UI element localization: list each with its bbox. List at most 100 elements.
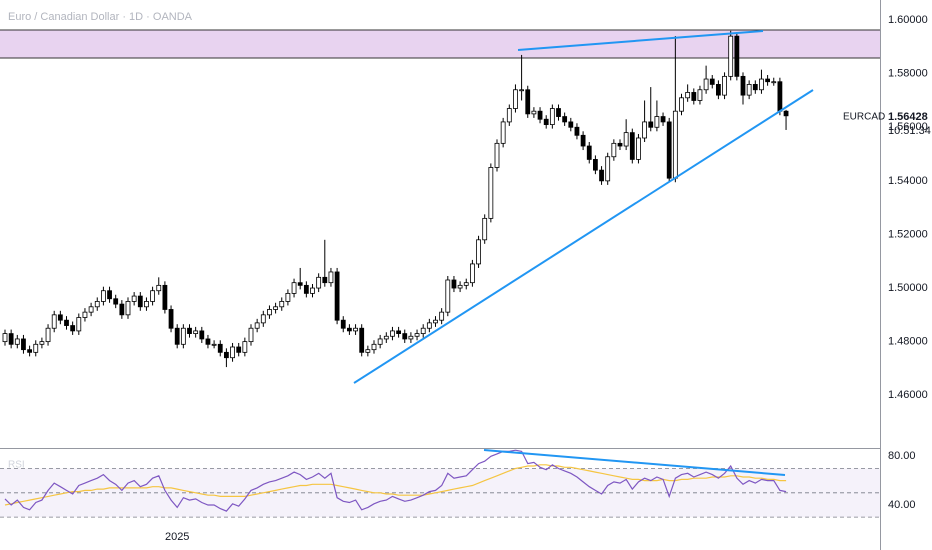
candle-body bbox=[506, 108, 512, 123]
candle-body bbox=[119, 303, 125, 316]
candle-body bbox=[113, 298, 119, 305]
candle-body bbox=[783, 110, 789, 117]
candle-body bbox=[125, 301, 131, 316]
candle-body bbox=[316, 276, 322, 289]
last-price: 1.56428 bbox=[888, 111, 928, 123]
candle-body bbox=[728, 35, 734, 77]
candle-body bbox=[101, 290, 106, 302]
candle-body bbox=[593, 159, 598, 171]
candle-body bbox=[291, 282, 297, 294]
y-tick-label: 1.58000 bbox=[888, 68, 928, 80]
candle-body bbox=[740, 75, 746, 96]
candle-body bbox=[549, 108, 555, 125]
candle-body bbox=[223, 351, 229, 359]
candle-body bbox=[685, 92, 691, 99]
candle-body bbox=[488, 167, 494, 219]
candle-body bbox=[697, 89, 703, 101]
candle-body bbox=[734, 35, 740, 77]
candle-body bbox=[752, 84, 758, 91]
candle-body bbox=[586, 145, 592, 160]
candle-body bbox=[365, 349, 371, 353]
candle-body bbox=[82, 311, 88, 318]
candle-body bbox=[666, 121, 672, 179]
candle-body bbox=[709, 78, 715, 85]
candle-body bbox=[297, 282, 303, 286]
candle-body bbox=[574, 126, 580, 136]
trendline bbox=[517, 30, 764, 51]
candle-body bbox=[390, 330, 395, 337]
plot bbox=[0, 30, 880, 518]
candle-body bbox=[340, 319, 346, 329]
candle-body bbox=[328, 271, 334, 284]
candle-body bbox=[254, 322, 260, 329]
candle-body bbox=[64, 319, 69, 326]
candle-body bbox=[679, 97, 684, 112]
candle-body bbox=[371, 343, 377, 351]
candle-body bbox=[267, 309, 272, 316]
candle-body bbox=[433, 319, 438, 324]
candle-body bbox=[279, 301, 285, 308]
y-tick-label: 1.60000 bbox=[888, 14, 928, 26]
y-tick-label: 1.52000 bbox=[888, 228, 928, 240]
y-tick-label: 1.48000 bbox=[888, 336, 928, 348]
candle-body bbox=[765, 78, 770, 83]
candle-body bbox=[39, 341, 45, 345]
candle-body bbox=[322, 276, 328, 284]
candle-body bbox=[236, 346, 242, 353]
candle-body bbox=[746, 84, 752, 96]
candle-body bbox=[636, 137, 641, 160]
candle-body bbox=[242, 341, 248, 353]
candle-body bbox=[660, 116, 666, 123]
candle-body bbox=[654, 116, 660, 128]
candle-body bbox=[648, 121, 654, 128]
candle-body bbox=[14, 338, 20, 345]
chart-title: Euro / Canadian Dollar · 1D · OANDA bbox=[8, 11, 193, 23]
resistance-zone bbox=[0, 30, 880, 58]
candle-body bbox=[107, 290, 112, 300]
candle-body bbox=[519, 89, 524, 92]
candle-body bbox=[568, 121, 574, 128]
candle-body bbox=[476, 239, 481, 265]
candle-body bbox=[8, 333, 14, 345]
candle-body bbox=[162, 284, 168, 310]
candle-body bbox=[310, 287, 315, 294]
candle-body bbox=[217, 343, 223, 353]
candle-body bbox=[513, 89, 518, 109]
candle-body bbox=[137, 295, 143, 308]
candle-body bbox=[494, 142, 500, 168]
y-tick-label: 1.46000 bbox=[888, 389, 928, 401]
candle-body bbox=[691, 92, 697, 101]
candle-body bbox=[285, 292, 291, 302]
candle-body bbox=[168, 309, 174, 329]
candle-body bbox=[771, 81, 777, 84]
candle-body bbox=[248, 327, 254, 343]
candle-body bbox=[230, 346, 235, 359]
x-tick-label: 2025 bbox=[165, 531, 189, 543]
candle-body bbox=[57, 314, 63, 321]
candle-body bbox=[144, 301, 149, 308]
candle-body bbox=[543, 118, 549, 125]
candle-body bbox=[131, 295, 137, 302]
candle-body bbox=[205, 338, 211, 345]
candle-body bbox=[562, 116, 568, 123]
candle-body bbox=[537, 110, 543, 120]
candle-body bbox=[457, 284, 463, 289]
rsi-ma-line bbox=[4, 464, 787, 506]
candle-body bbox=[377, 338, 383, 345]
candle-body bbox=[463, 282, 469, 286]
candle-body bbox=[174, 327, 180, 345]
y-tick-label: 1.54000 bbox=[888, 175, 928, 187]
candle-body bbox=[722, 75, 727, 96]
candle-body bbox=[500, 121, 506, 144]
candle-body bbox=[469, 263, 475, 284]
candle-body bbox=[672, 110, 678, 179]
candle-body bbox=[51, 314, 57, 329]
candle-body bbox=[531, 110, 537, 115]
rsi-line bbox=[4, 449, 787, 512]
candle-body bbox=[414, 333, 420, 337]
rsi-band bbox=[0, 468, 880, 518]
candle-body bbox=[33, 343, 39, 353]
candle-body bbox=[777, 81, 783, 112]
